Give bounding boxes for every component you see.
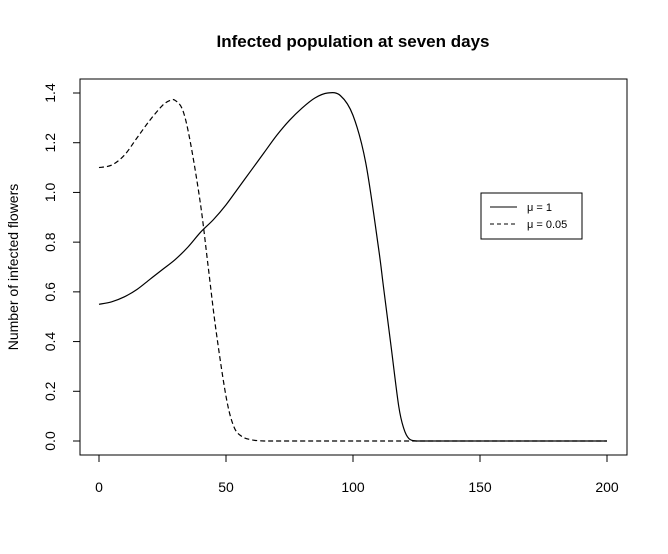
y-tick-label: 0.2 [42,381,58,401]
legend-label-mu-1: μ = 1 [527,202,552,214]
legend-label-mu-005: μ = 0.05 [527,219,567,231]
plot-box [79,78,628,456]
series-line-mu-1 [98,92,607,442]
y-axis-label: Number of infected flowers [5,184,21,351]
legend-value: = 1 [533,202,552,214]
series-layer [98,92,607,442]
axes: 0 50 100 150 200 0.0 0.2 0.4 0.6 0.8 1.0 1.2 1.4 [42,83,619,495]
x-tick-label: 100 [341,479,365,495]
y-tick-label: 1.0 [42,182,58,202]
y-tick-label: 0.8 [42,232,58,252]
y-tick-label: 1.4 [42,83,58,103]
series-line-mu-0-05 [98,98,607,442]
chart-title: Infected population at seven days [216,32,489,51]
x-tick-label: 150 [468,479,492,495]
legend-value: = 0.05 [533,219,567,231]
x-tick-label: 200 [595,479,619,495]
legend-mu-symbol: μ [527,219,533,231]
legend-box [480,192,583,240]
legend-mu-symbol: μ [527,202,533,214]
y-tick-label: 1.2 [42,133,58,153]
x-tick-label: 50 [218,479,234,495]
y-tick-label: 0.6 [42,282,58,302]
y-tick-label: 0.4 [42,332,58,352]
x-tick-label: 0 [95,479,103,495]
y-tick-label: 0.0 [42,431,58,451]
legend: μ = 1 μ = 0.05 [480,192,583,240]
